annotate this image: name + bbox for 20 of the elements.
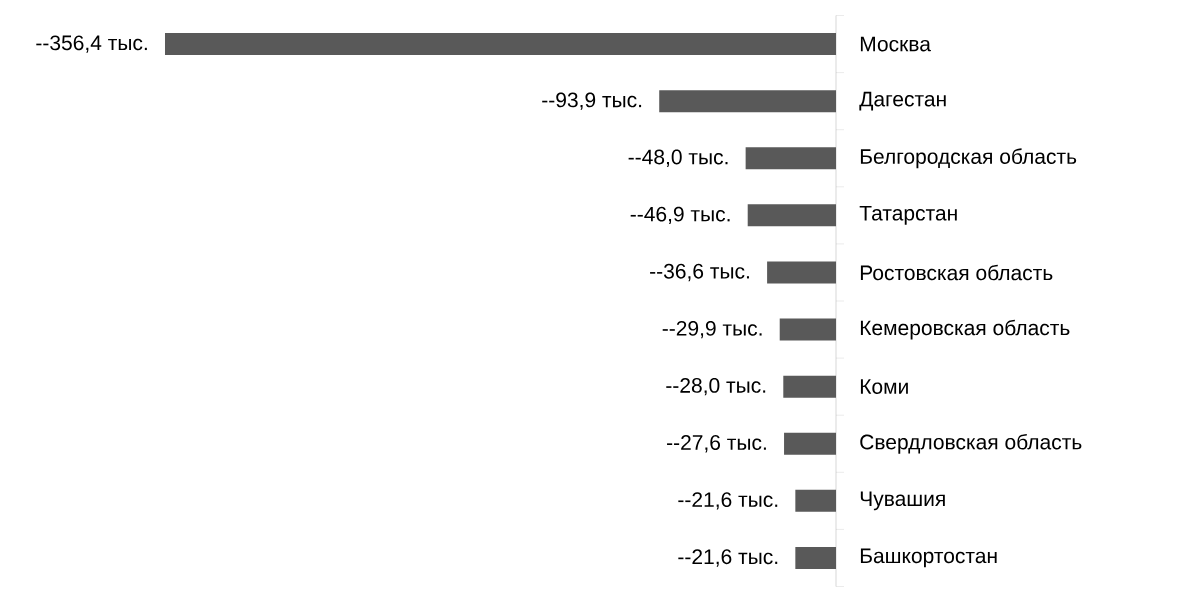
data-label: --29,9 тыс. [662,320,762,339]
y-tick-label: Башкортостан [860,548,997,568]
data-label: --21,6 тыс. [678,492,778,510]
y-tick-label: Чувашия [860,491,945,511]
y-tick-label: Белгородская область [860,148,1077,169]
y-tick-label: Ростовская область [860,264,1053,281]
y-tick-label: Свердловская область [860,433,1082,454]
data-label: --27,6 тыс. [667,435,766,453]
data-label: --28,0 тыс. [666,377,766,396]
data-label: --48,0 тыс. [628,149,728,167]
y-tick-label: Коми [860,379,908,394]
data-label: --36,6 тыс. [650,263,749,282]
y-tick-label: Татарстан [859,205,957,225]
data-label: --21,6 тыс. [678,549,778,567]
data-label: --356,4 тыс. [36,35,147,53]
y-tick-label: Дагестан [859,91,946,111]
data-label: --93,9 тыс. [542,92,642,110]
y-tick-label: Москва [860,36,931,52]
y-tick-label: Кемеровская область [860,319,1070,340]
data-label: --46,9 тыс. [630,206,730,225]
